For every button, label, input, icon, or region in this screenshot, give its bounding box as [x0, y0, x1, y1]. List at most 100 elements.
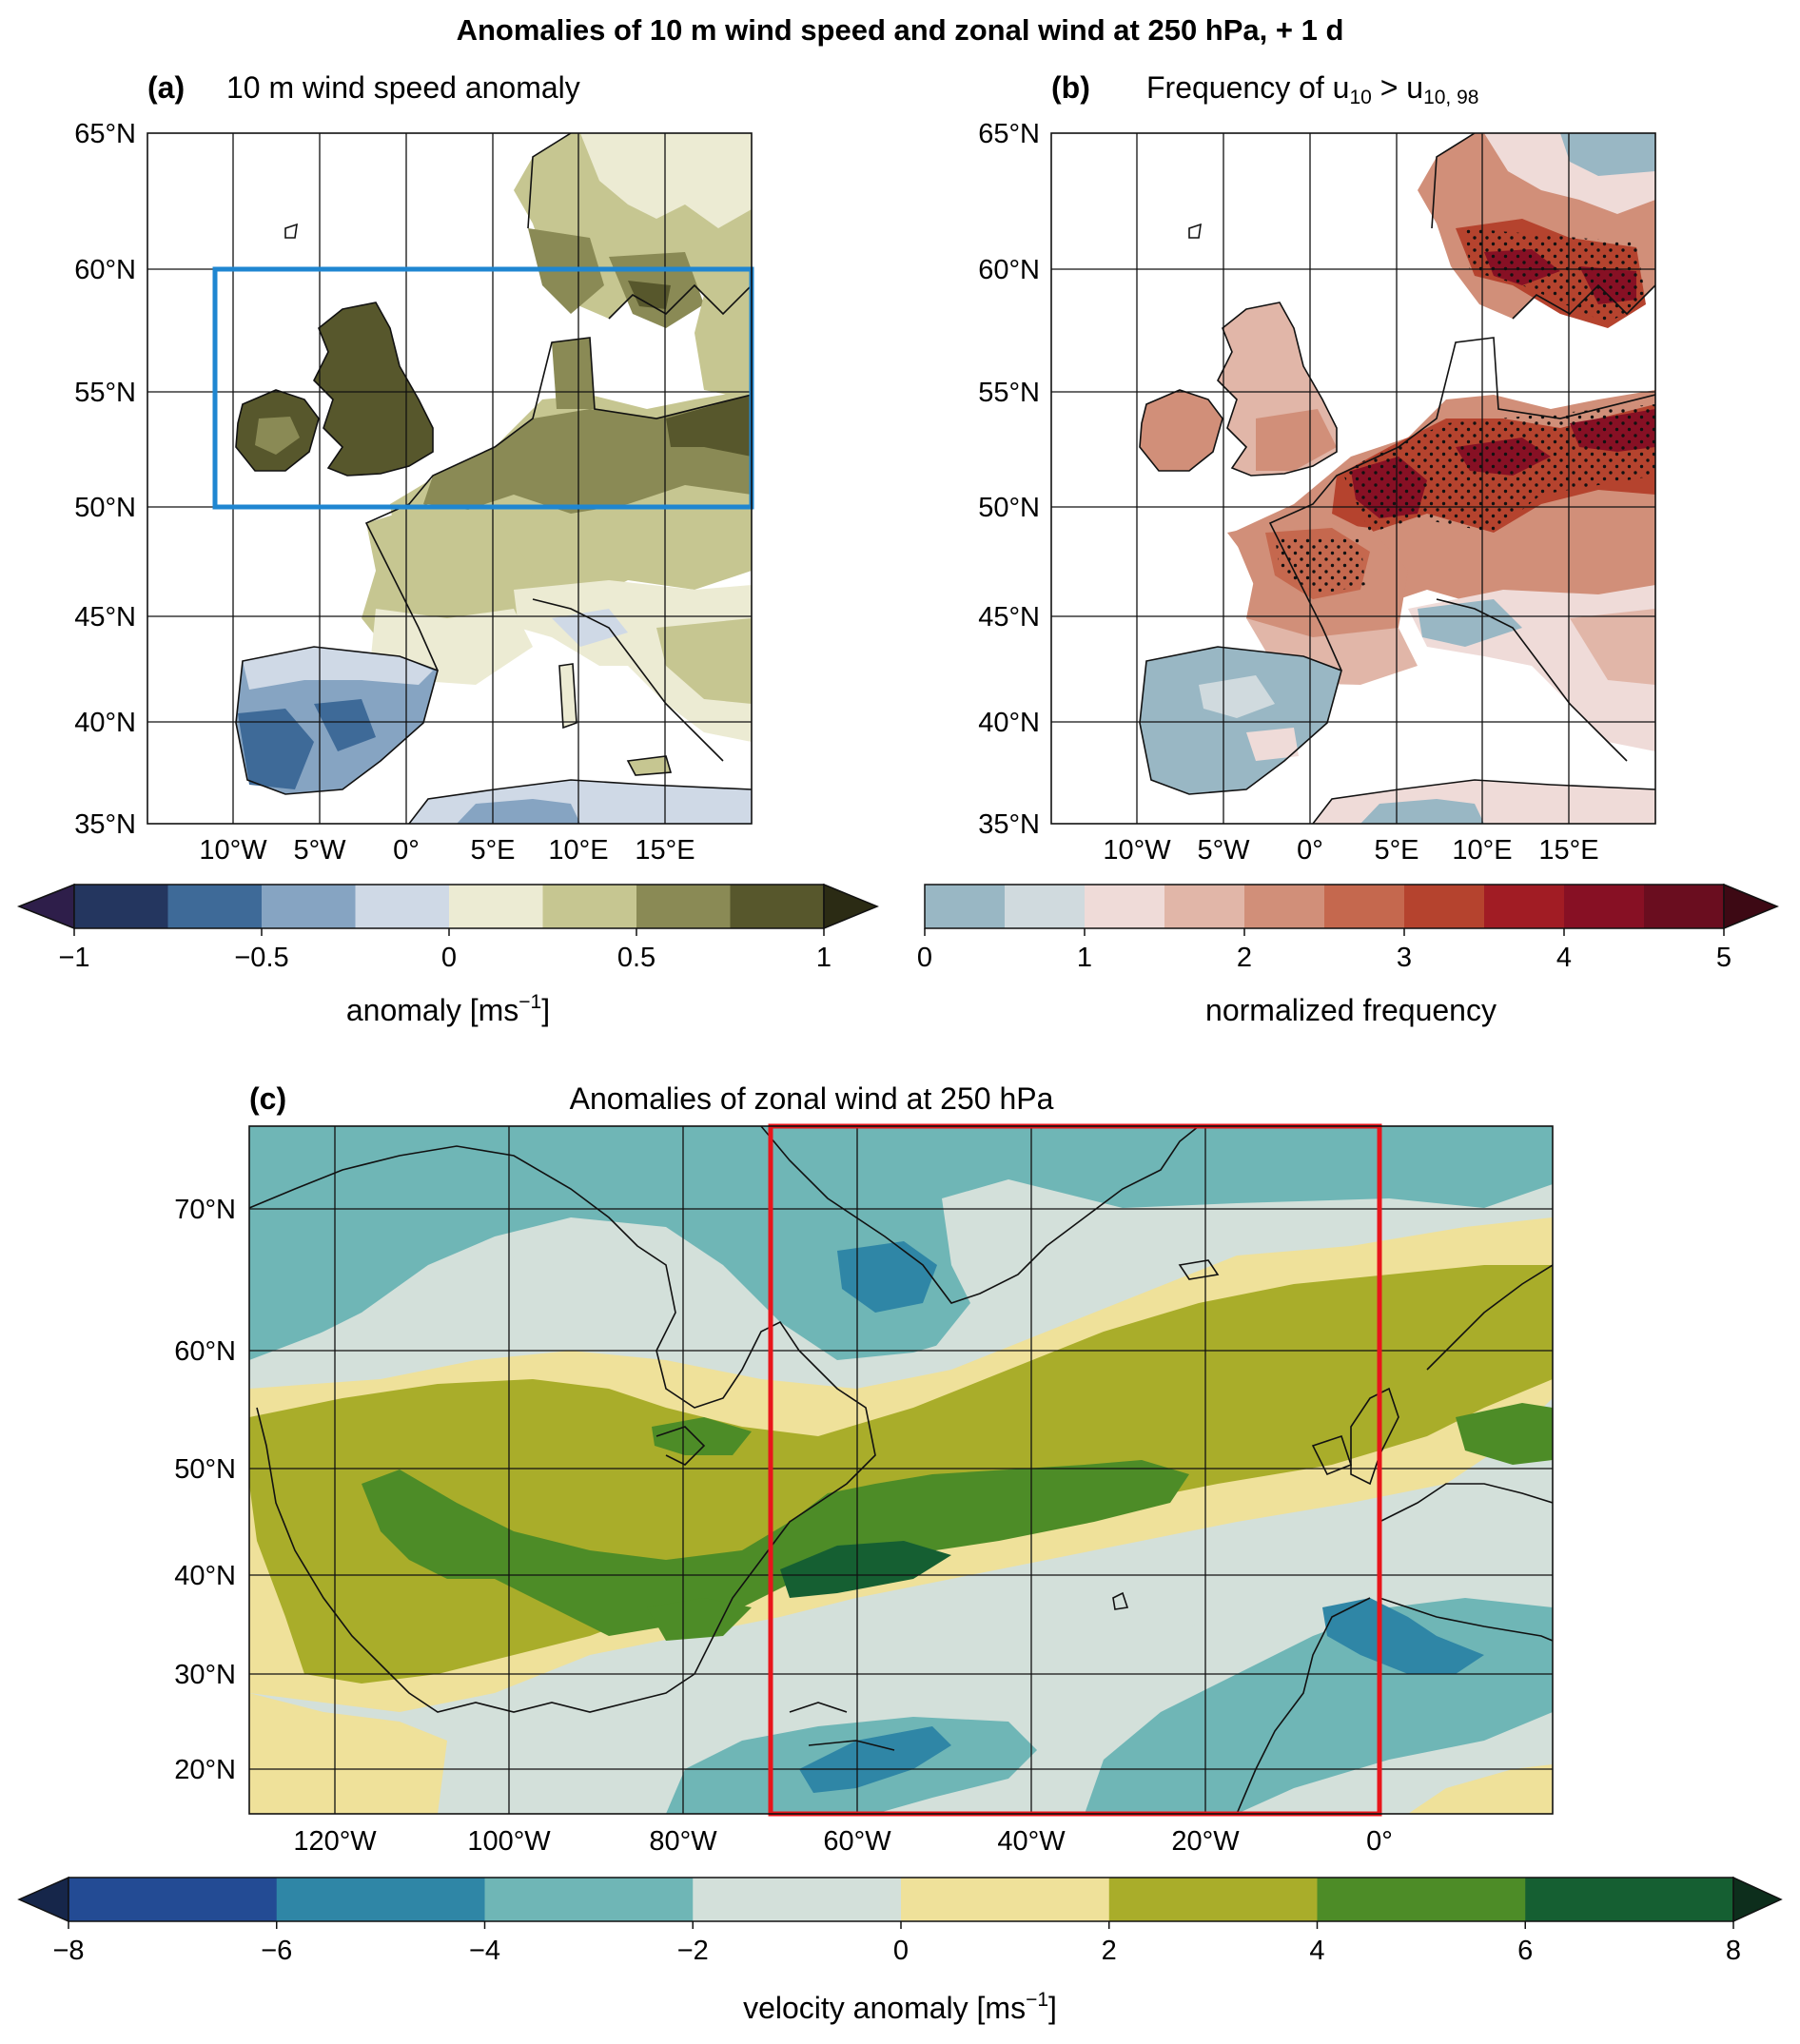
panel-c-lon-labels: 120°W 100°W 80°W 60°W 40°W 20°W 0° [293, 1826, 1393, 1857]
panel-c-lat-label: 50°N [174, 1454, 236, 1485]
panel-c-sahel-positive [1408, 1764, 1553, 1814]
panel-a-lat-label: 50°N [74, 493, 136, 523]
panel-a-colorbar-under [16, 883, 75, 930]
colorbar-cell [730, 885, 825, 928]
panel-b-lon-label: 15°E [1538, 835, 1598, 866]
panel-b-balkans [1570, 609, 1655, 685]
panel-c-hudson-green [652, 1417, 752, 1455]
panel-a-great-britain [314, 302, 433, 476]
panel-b-iberia-patch-2 [1246, 728, 1299, 761]
panel-c-caribbean-strong [799, 1726, 951, 1793]
panel-a-letter: (a) [147, 70, 185, 105]
colorbar-cell [1324, 885, 1405, 928]
panel-a-lat-labels: 65°N 60°N 55°N 50°N 45°N 40°N 35°N [74, 119, 136, 840]
panel-a-colorbar-ticks: −1 −0.5 0 0.5 1 [58, 928, 832, 973]
panel-c-colorbar-ticks: −8 −6 −4 −2 0 2 4 6 8 [52, 1921, 1741, 1966]
panel-b-colorbar-cells [924, 884, 1725, 929]
colorbar-tick-label: −8 [52, 1936, 84, 1966]
colorbar-cell [68, 1878, 278, 1921]
colorbar-cell [74, 885, 168, 928]
panel-a-lon-labels: 10°W 5°W 0° 5°E 10°E 15°E [199, 835, 695, 866]
colorbar-cell [1244, 885, 1325, 928]
panel-c-gridlines [249, 1126, 1553, 1814]
colorbar-cell [355, 885, 450, 928]
colorbar-cell [1164, 885, 1245, 928]
panel-c-title: Anomalies of zonal wind at 250 hPa [570, 1081, 1054, 1116]
colorbar-tick-label: −6 [261, 1936, 292, 1966]
panel-b-coastlines [1139, 133, 1655, 824]
panel-c-pacific-positive [249, 1693, 447, 1814]
colorbar-tick-label: 2 [1102, 1936, 1117, 1966]
colorbar-cell [1108, 1878, 1318, 1921]
colorbar-cell [1404, 885, 1485, 928]
panel-c-baffin-strong [837, 1241, 937, 1313]
panel-b-frame [1050, 132, 1656, 825]
colorbar-tick-label: −1 [58, 943, 89, 973]
panel-b-stippling-scandinavia [1465, 228, 1646, 323]
panel-c-lat-label: 30°N [174, 1660, 236, 1690]
panel-b-colorbar-over [1723, 883, 1779, 930]
panel-b-great-britain-south [1256, 409, 1337, 471]
colorbar-cell [542, 885, 637, 928]
colorbar-tick-label: 6 [1517, 1936, 1533, 1966]
panel-a-north-africa-core [457, 799, 580, 824]
panel-a-frame [147, 132, 753, 825]
panel-a-lat-label: 35°N [74, 809, 136, 840]
panel-b-lat-labels: 65°N 60°N 55°N 50°N 45°N 40°N 35°N [978, 119, 1040, 840]
panel-c-lon-label: 40°W [997, 1826, 1066, 1857]
panel-a-colorbar: −1 −0.5 0 0.5 1 anomaly [ms−1] [16, 883, 879, 1027]
panel-b-stippling-france [1275, 537, 1365, 594]
panel-b-lat-label: 45°N [978, 602, 1040, 633]
panel-b-gridlines [1051, 133, 1655, 824]
colorbar-tick-label: 4 [1556, 943, 1572, 973]
panel-c-lon-label: 60°W [823, 1826, 891, 1857]
colorbar-tick-label: 5 [1716, 943, 1732, 973]
panel-a-title: 10 m wind speed anomaly [226, 70, 580, 105]
colorbar-cell [901, 1878, 1110, 1921]
panel-c-lon-label: 0° [1366, 1826, 1393, 1857]
panel-b-lon-label: 10°W [1103, 835, 1171, 866]
panel-a-lat-label: 45°N [74, 602, 136, 633]
colorbar-tick-label: 1 [816, 943, 832, 973]
panel-a-denmark [552, 338, 595, 409]
panel-c-field [249, 1126, 1553, 1814]
panel-b-iberia [1140, 647, 1341, 794]
panel-a-lon-label: 0° [393, 835, 420, 866]
colorbar-tick-label: −0.5 [234, 943, 288, 973]
colorbar-cell [1484, 885, 1565, 928]
panel-a-colorbar-over [823, 883, 879, 930]
panel-b-lon-labels: 10°W 5°W 0° 5°E 10°E 15°E [1103, 835, 1598, 866]
panel-c-lat-label: 70°N [174, 1195, 236, 1225]
panel-c-lon-label: 120°W [293, 1826, 377, 1857]
panel-a-colorbar-label: anomaly [ms−1] [346, 991, 550, 1027]
panel-a-colorbar-cells [73, 884, 825, 929]
panel-b-ireland [1140, 390, 1223, 471]
panel-b-lat-label: 60°N [978, 255, 1040, 285]
panel-b: (b) Frequency of u10 > u10, 98 [917, 70, 1779, 1027]
panel-c-colorbar-under [17, 1876, 69, 1923]
colorbar-tick-label: 3 [1397, 943, 1412, 973]
colorbar-tick-label: 0 [893, 1936, 909, 1966]
panel-c-lon-label: 100°W [467, 1826, 551, 1857]
panel-c-lat-labels: 70°N 60°N 50°N 40°N 30°N 20°N [174, 1195, 236, 1785]
colorbar-cell [449, 885, 543, 928]
panel-c-iberia-strong [1322, 1598, 1484, 1674]
panel-b-title: Frequency of u10 > u10, 98 [1146, 70, 1478, 108]
panel-a-lon-label: 10°E [548, 835, 608, 866]
panel-b-lon-label: 0° [1297, 835, 1323, 866]
panel-a-lat-label: 65°N [74, 119, 136, 149]
panel-c-colorbar: −8 −6 −4 −2 0 2 4 6 8 velocity anomaly [ms−1] [17, 1876, 1783, 2025]
colorbar-cell [693, 1878, 902, 1921]
panel-a-coastlines [235, 133, 752, 824]
panel-b-lat-label: 35°N [978, 809, 1040, 840]
panel-c-colorbar-over [1732, 1876, 1783, 1923]
panel-b-iberia-patch-1 [1199, 675, 1275, 718]
colorbar-cell [1525, 1878, 1734, 1921]
panel-c-europe-green [1456, 1403, 1553, 1465]
panel-a-balkans [656, 618, 752, 704]
colorbar-cell [1085, 885, 1165, 928]
colorbar-cell [167, 885, 263, 928]
panel-b-letter: (b) [1051, 70, 1090, 105]
panel-c-lon-label: 80°W [649, 1826, 717, 1857]
